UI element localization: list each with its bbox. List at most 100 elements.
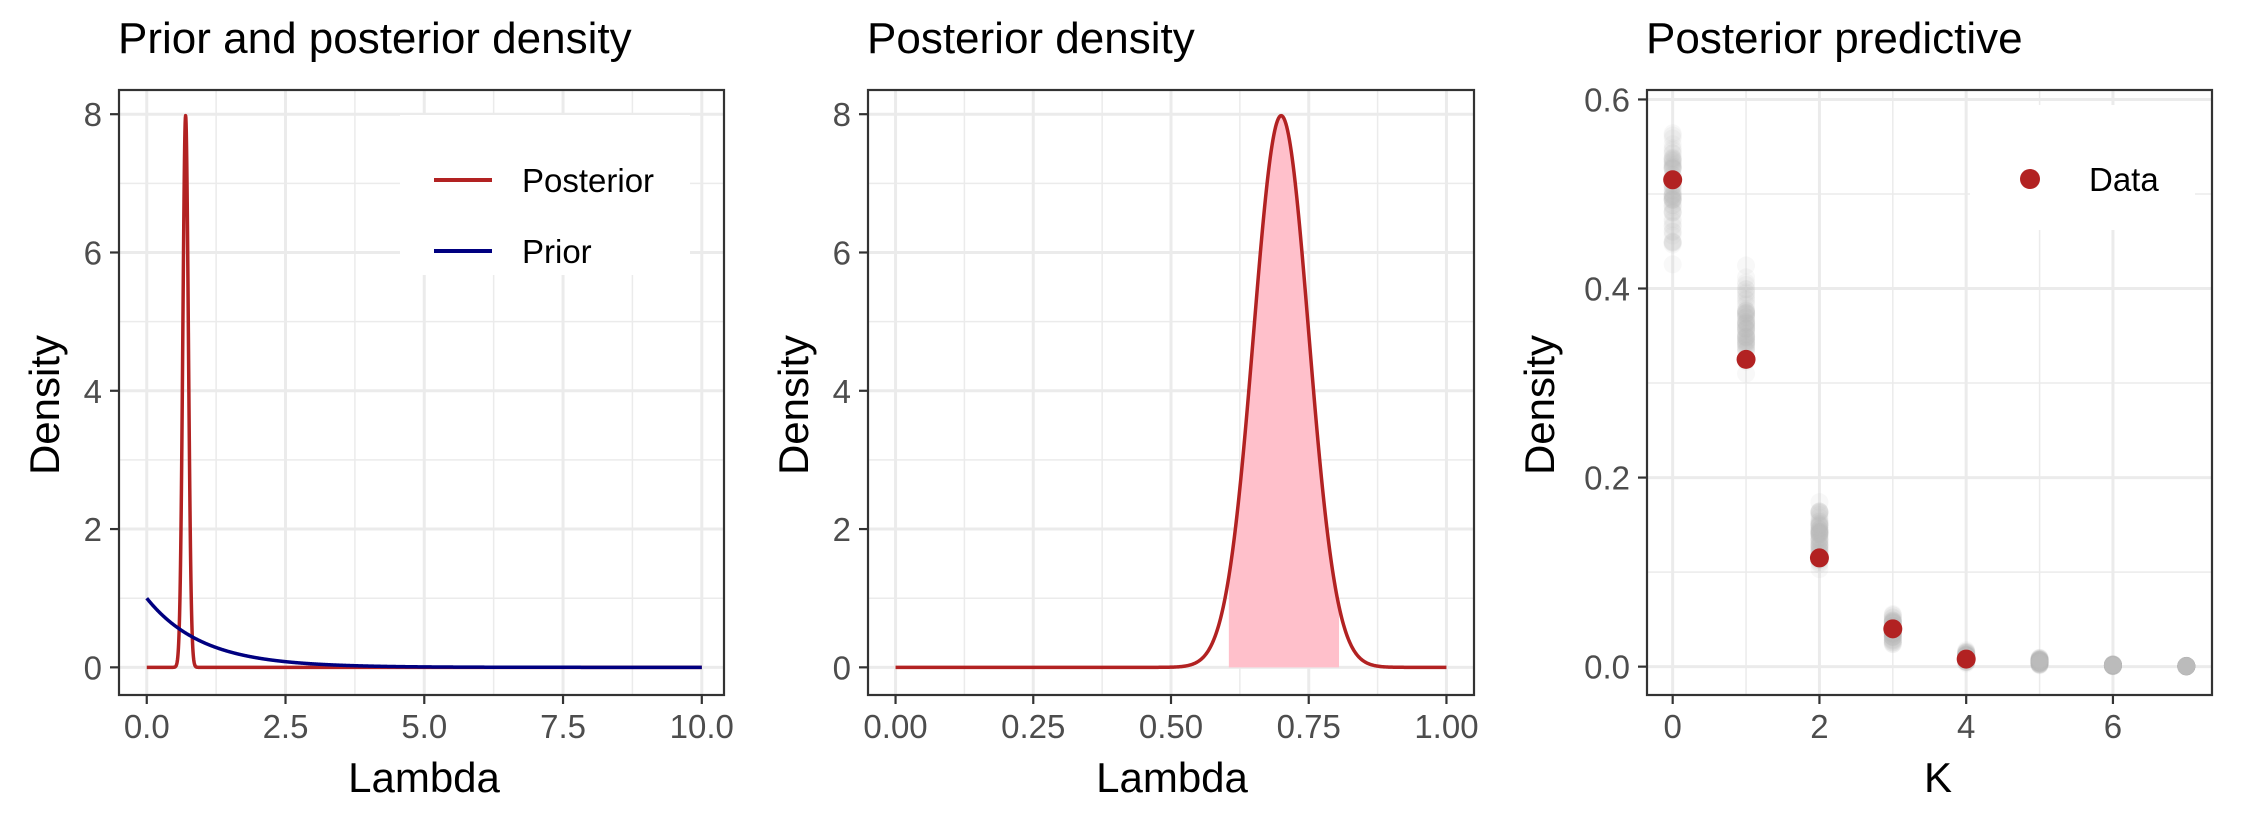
predictive-draw-point: [1737, 327, 1756, 346]
predictive-draw-point: [1737, 303, 1756, 322]
predictive-draw-point: [2103, 656, 2122, 675]
predictive-draw-point: [1663, 141, 1682, 160]
predictive-draw-point: [1663, 151, 1682, 170]
predictive-draw-point: [2030, 653, 2049, 672]
predictive-draw-point: [2103, 656, 2122, 675]
predictive-draw-point: [2030, 653, 2049, 672]
predictive-draw-point: [2177, 656, 2196, 675]
predictive-draw-point: [2177, 657, 2196, 676]
predictive-draw-point: [1810, 522, 1829, 541]
predictive-draw-point: [1737, 364, 1756, 383]
predictive-draw-point: [2030, 651, 2049, 670]
predictive-draw-point: [2103, 656, 2122, 675]
predictive-draw-point: [1737, 319, 1756, 338]
predictive-draw-point: [2103, 656, 2122, 675]
predictive-draw-point: [2177, 656, 2196, 675]
legend: Posterior Prior: [400, 115, 690, 275]
predictive-draw-point: [1737, 294, 1756, 313]
predictive-draw-point: [2030, 649, 2049, 668]
x-tick-label: 5.0: [401, 708, 447, 745]
predictive-draw-point: [1663, 196, 1682, 215]
predictive-draw-point: [1663, 212, 1682, 231]
predictive-draw-point: [1810, 516, 1829, 535]
predictive-draw-point: [1810, 503, 1829, 522]
predictive-draw-point: [2103, 656, 2122, 675]
predictive-draw-point: [1737, 320, 1756, 339]
predictive-draw-point: [2103, 655, 2122, 674]
predictive-draw-point: [2177, 656, 2196, 675]
y-tick-label: 0.6: [1584, 81, 1630, 118]
predictive-draw-point: [1663, 129, 1682, 148]
predictive-draw-point: [2030, 650, 2049, 669]
predictive-draw-point: [2103, 656, 2122, 675]
predictive-draw-point: [1737, 315, 1756, 334]
predictive-draw-point: [2030, 653, 2049, 672]
predictive-draw-point: [2103, 657, 2122, 676]
predictive-draw-point: [2030, 651, 2049, 670]
predictive-draw-point: [1737, 328, 1756, 347]
predictive-draw-point: [1663, 157, 1682, 176]
y-tick-label: 6: [833, 234, 851, 271]
predictive-draw-point: [1810, 506, 1829, 525]
predictive-draw-point: [2030, 651, 2049, 670]
predictive-draw-point: [1663, 155, 1682, 174]
predictive-draw-point: [1737, 328, 1756, 347]
predictive-draw-point: [2177, 657, 2196, 676]
predictive-draw-point: [2103, 656, 2122, 675]
predictive-draw-point: [2030, 649, 2049, 667]
predictive-draw-point: [1883, 605, 1902, 624]
series-line-posterior: [894, 113, 1448, 670]
predictive-draw-point: [1737, 320, 1756, 339]
predictive-draw-point: [1663, 188, 1682, 207]
predictive-draw-point: [1810, 531, 1829, 550]
predictive-draw-point: [2030, 652, 2049, 671]
predictive-draw-point: [2103, 656, 2122, 675]
predictive-draw-point: [2030, 653, 2049, 672]
predictive-draw-point: [1663, 203, 1682, 222]
x-axis-title: K: [1924, 754, 1952, 801]
predictive-draw-point: [2030, 649, 2049, 668]
predictive-draw-point: [1663, 217, 1682, 236]
predictive-draw-point: [1737, 305, 1756, 324]
predictive-draw-point: [2177, 657, 2196, 676]
predictive-draw-point: [1663, 149, 1682, 168]
predictive-draw-point: [2103, 656, 2122, 675]
predictive-draw-point: [1810, 520, 1829, 539]
predictive-draw-point: [1883, 633, 1902, 652]
predictive-draw-point: [1663, 190, 1682, 209]
y-tick-label: 4: [84, 373, 102, 410]
predictive-draw-point: [2030, 650, 2049, 669]
predictive-draw-point: [2103, 655, 2122, 674]
predictive-draw-point: [2177, 657, 2196, 676]
y-axis-title: Density: [21, 335, 68, 475]
predictive-draw-point: [1737, 301, 1756, 320]
predictive-draw-point: [1737, 319, 1756, 338]
predictive-draw-point: [2103, 656, 2122, 675]
predictive-draw-point: [2030, 653, 2049, 672]
predictive-draw-point: [1737, 283, 1756, 302]
predictive-draw-point: [2177, 657, 2196, 676]
predictive-draw-point: [2177, 657, 2196, 676]
predictive-draw-point: [2177, 657, 2196, 676]
predictive-draw-point: [1737, 256, 1756, 275]
predictive-draw-point: [2030, 654, 2049, 673]
predictive-draw-point: [2177, 656, 2196, 675]
predictive-draw-point: [1737, 289, 1756, 308]
predictive-draw-point: [1810, 525, 1829, 544]
predictive-draw-point: [1663, 232, 1682, 251]
predictive-draw-point: [2103, 656, 2122, 675]
predictive-draw-point: [1663, 189, 1682, 208]
predictive-draw-point: [2103, 656, 2122, 675]
predictive-draw-point: [2103, 656, 2122, 675]
predictive-draw-point: [2103, 657, 2122, 676]
predictive-draw-point: [1663, 144, 1682, 163]
predictive-draw-point: [1737, 304, 1756, 323]
predictive-draw-point: [1810, 525, 1829, 544]
predictive-draw-point: [1810, 502, 1829, 521]
predictive-draw-point: [2103, 656, 2122, 675]
predictive-draw-point: [1663, 126, 1682, 145]
predictive-draw-point: [2103, 655, 2122, 674]
predictive-draw-point: [1737, 300, 1756, 319]
predictive-draw-point: [1810, 523, 1829, 542]
legend-key-data: [2020, 169, 2040, 189]
